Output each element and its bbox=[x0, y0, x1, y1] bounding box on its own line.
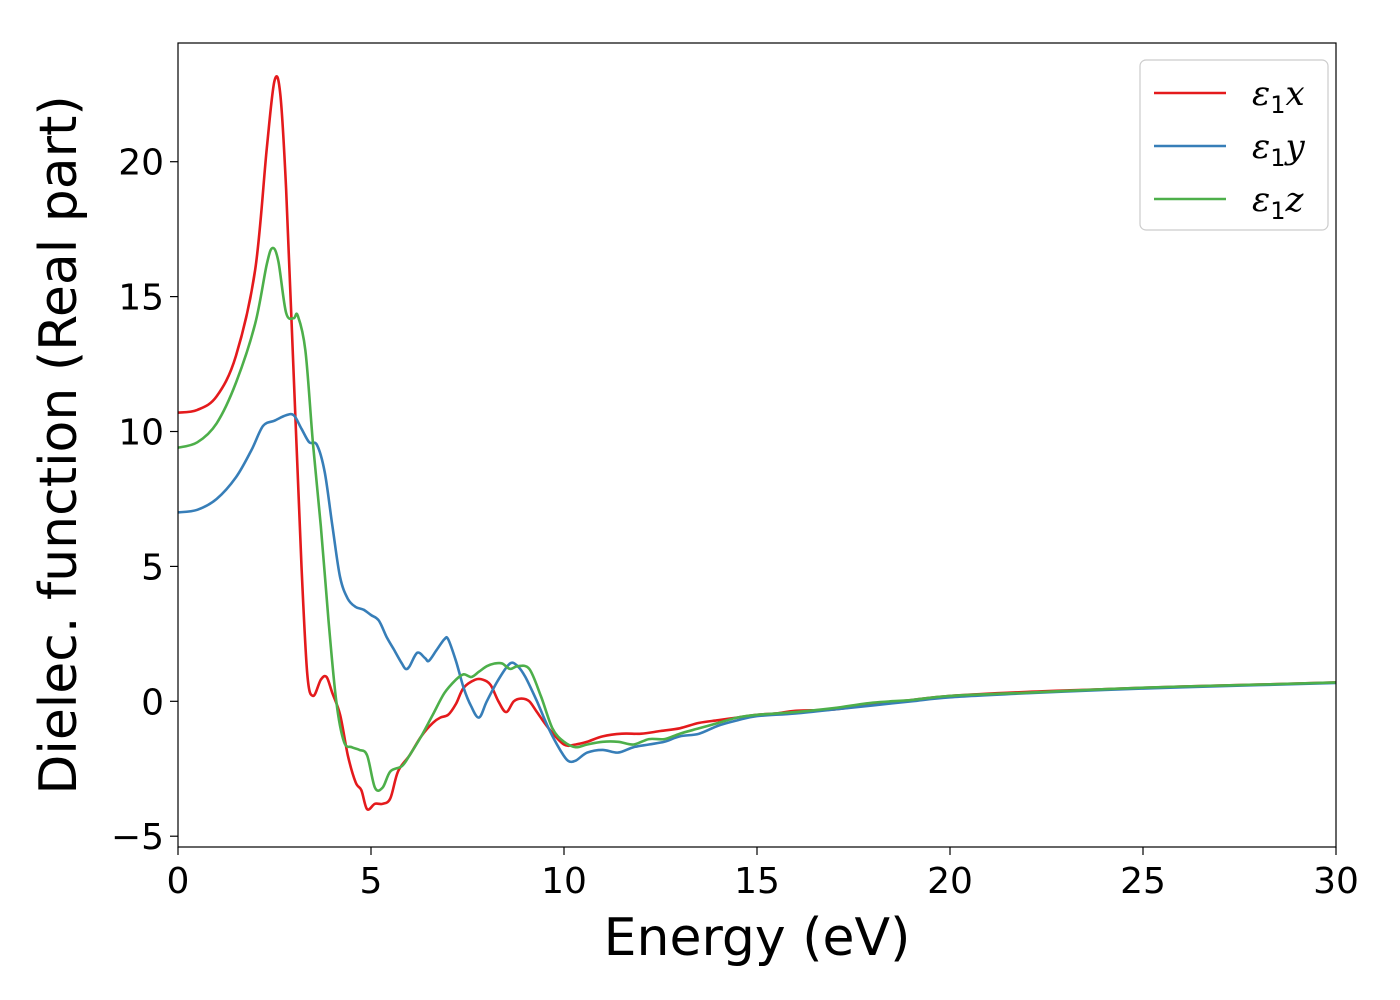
y-tick-label: 10 bbox=[118, 413, 164, 454]
legend-box bbox=[1139, 59, 1329, 231]
legend-label-x: ε1x bbox=[1252, 74, 1305, 119]
x-axis-title: Energy (eV) bbox=[604, 908, 911, 968]
y-axis-title: Dielec. function (Real part) bbox=[29, 95, 89, 794]
x-tick-label: 5 bbox=[360, 861, 383, 902]
y-tick-label: 0 bbox=[141, 682, 164, 723]
y-tick-label: 5 bbox=[141, 547, 164, 588]
x-tick-label: 25 bbox=[1120, 861, 1166, 902]
x-tick-label: 20 bbox=[927, 861, 973, 902]
x-tick-label: 15 bbox=[734, 861, 780, 902]
series-line-z bbox=[178, 246, 1336, 792]
y-tick-label: −5 bbox=[111, 817, 164, 858]
x-tick-label: 0 bbox=[167, 861, 190, 902]
series-layer bbox=[178, 75, 1336, 811]
x-tick-label: 30 bbox=[1313, 861, 1359, 902]
y-tick-label: 15 bbox=[118, 278, 164, 319]
legend: ε1x ε1y ε1z bbox=[1139, 59, 1329, 231]
series-line-y bbox=[178, 412, 1336, 764]
y-tick-label: 20 bbox=[118, 143, 164, 184]
x-axis: 0 5 10 15 20 25 30 bbox=[167, 847, 1359, 902]
legend-label-z: ε1z bbox=[1252, 180, 1305, 225]
y-axis: −5 0 5 10 15 20 bbox=[111, 143, 178, 858]
x-tick-label: 10 bbox=[541, 861, 587, 902]
legend-label-y: ε1y bbox=[1252, 127, 1306, 172]
